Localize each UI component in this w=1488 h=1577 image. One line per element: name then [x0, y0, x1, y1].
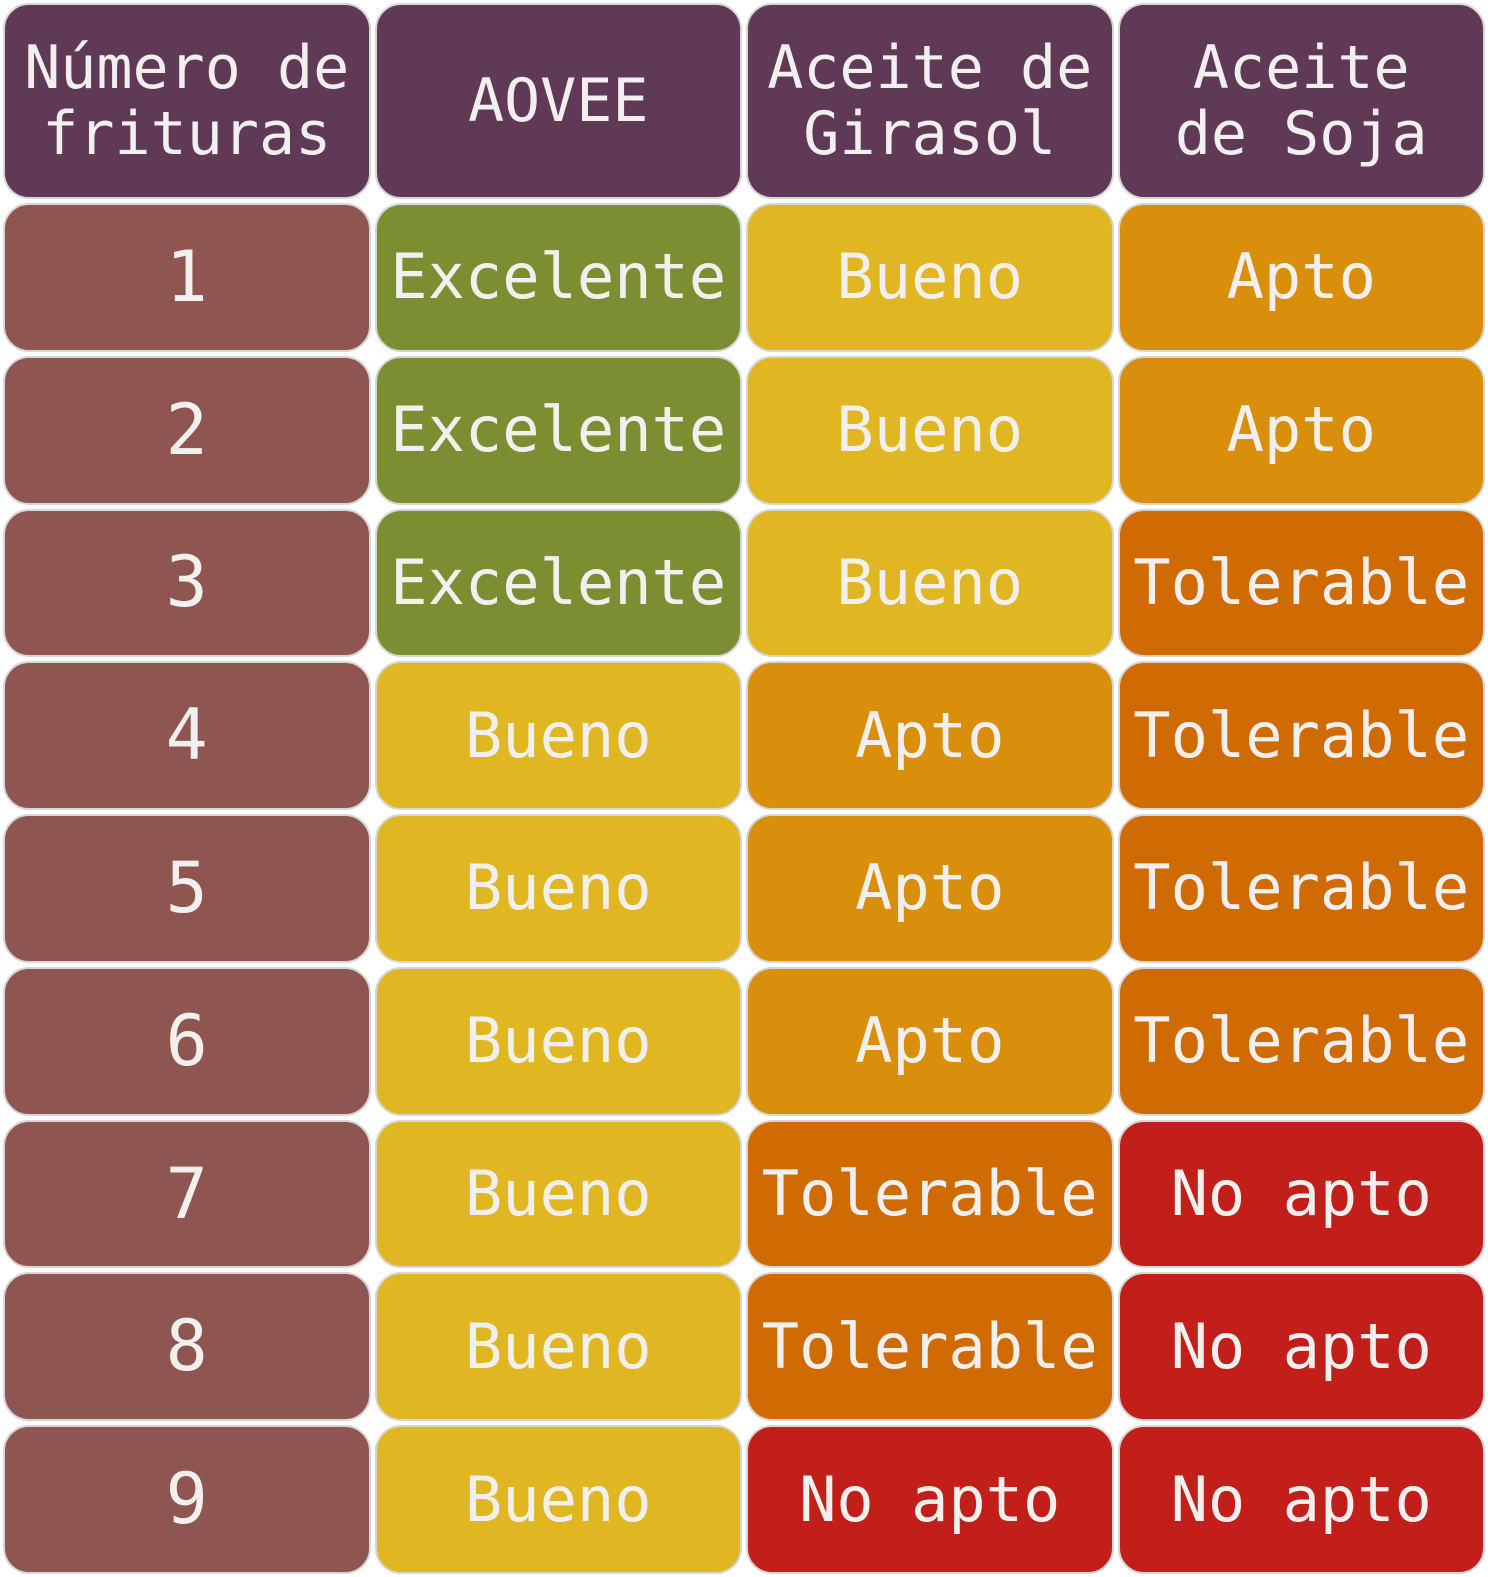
- row-label-6: 6: [3, 966, 371, 1116]
- rating-cell-bueno: Bueno: [374, 1425, 742, 1574]
- rating-cell-tolerable: Tolerable: [746, 1272, 1114, 1422]
- rating-cell-tolerable: Tolerable: [1117, 661, 1485, 811]
- rating-cell-tolerable: Tolerable: [746, 1119, 1114, 1269]
- rating-cell-excelente: Excelente: [374, 355, 742, 505]
- rating-cell-apto: Apto: [746, 661, 1114, 811]
- row-label-2: 2: [3, 355, 371, 505]
- column-header-numero-de-frituras: Número de frituras: [3, 3, 371, 199]
- rating-cell-tolerable: Tolerable: [1117, 966, 1485, 1116]
- row-label-9: 9: [3, 1425, 371, 1574]
- rating-cell-excelente: Excelente: [374, 203, 742, 352]
- rating-cell-no-apto: No apto: [1117, 1272, 1485, 1422]
- column-header-aceite-de-soja: Aceite de Soja: [1117, 3, 1485, 199]
- rating-cell-apto: Apto: [746, 966, 1114, 1116]
- rating-cell-bueno: Bueno: [374, 1272, 742, 1422]
- row-label-4: 4: [3, 661, 371, 811]
- rating-cell-bueno: Bueno: [746, 203, 1114, 352]
- row-label-1: 1: [3, 203, 371, 352]
- row-label-5: 5: [3, 814, 371, 963]
- rating-cell-no-apto: No apto: [1117, 1425, 1485, 1574]
- rating-cell-tolerable: Tolerable: [1117, 508, 1485, 658]
- rating-cell-bueno: Bueno: [374, 661, 742, 811]
- rating-cell-bueno: Bueno: [374, 1119, 742, 1269]
- rating-cell-tolerable: Tolerable: [1117, 814, 1485, 963]
- rating-cell-apto: Apto: [746, 814, 1114, 963]
- rating-cell-no-apto: No apto: [746, 1425, 1114, 1574]
- row-label-8: 8: [3, 1272, 371, 1422]
- rating-cell-apto: Apto: [1117, 355, 1485, 505]
- column-header-aovee: AOVEE: [374, 3, 742, 199]
- rating-cell-bueno: Bueno: [746, 355, 1114, 505]
- rating-cell-excelente: Excelente: [374, 508, 742, 658]
- frying-quality-table: Número de frituras AOVEE Aceite de Girasol…: [3, 3, 1485, 1574]
- rating-cell-no-apto: No apto: [1117, 1119, 1485, 1269]
- row-label-7: 7: [3, 1119, 371, 1269]
- row-label-3: 3: [3, 508, 371, 658]
- rating-cell-bueno: Bueno: [746, 508, 1114, 658]
- rating-cell-apto: Apto: [1117, 203, 1485, 352]
- rating-cell-bueno: Bueno: [374, 966, 742, 1116]
- column-header-aceite-de-girasol: Aceite de Girasol: [746, 3, 1114, 199]
- rating-cell-bueno: Bueno: [374, 814, 742, 963]
